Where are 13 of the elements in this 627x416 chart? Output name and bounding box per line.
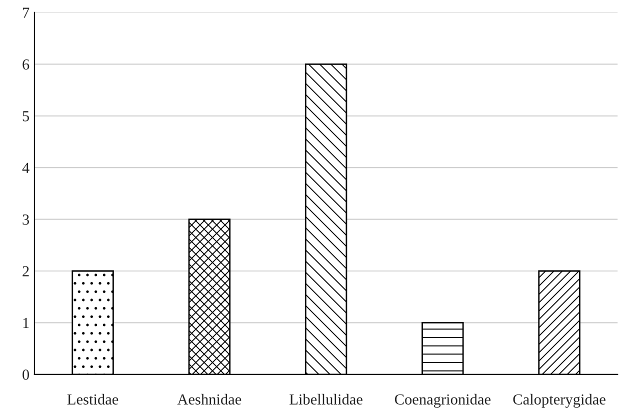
- y-tick-label: 7: [22, 8, 30, 18]
- y-tick-label: 2: [22, 266, 29, 276]
- x-tick-label: Calopterygidae: [513, 394, 606, 408]
- y-tick-label: 4: [22, 162, 30, 173]
- y-tick-label: 3: [22, 214, 30, 225]
- y-tick-label: 0: [22, 370, 30, 380]
- x-tick-label: Aeshnidae: [177, 394, 242, 405]
- y-tick-label: 6: [22, 59, 30, 70]
- y-tick-label: 5: [22, 111, 30, 122]
- x-tick-label: Lestidae: [67, 394, 118, 405]
- x-tick-label: Coenagrionidae: [394, 394, 490, 408]
- x-tick-label: Libellulidae: [290, 394, 362, 405]
- y-tick-label: 1: [23, 318, 29, 328]
